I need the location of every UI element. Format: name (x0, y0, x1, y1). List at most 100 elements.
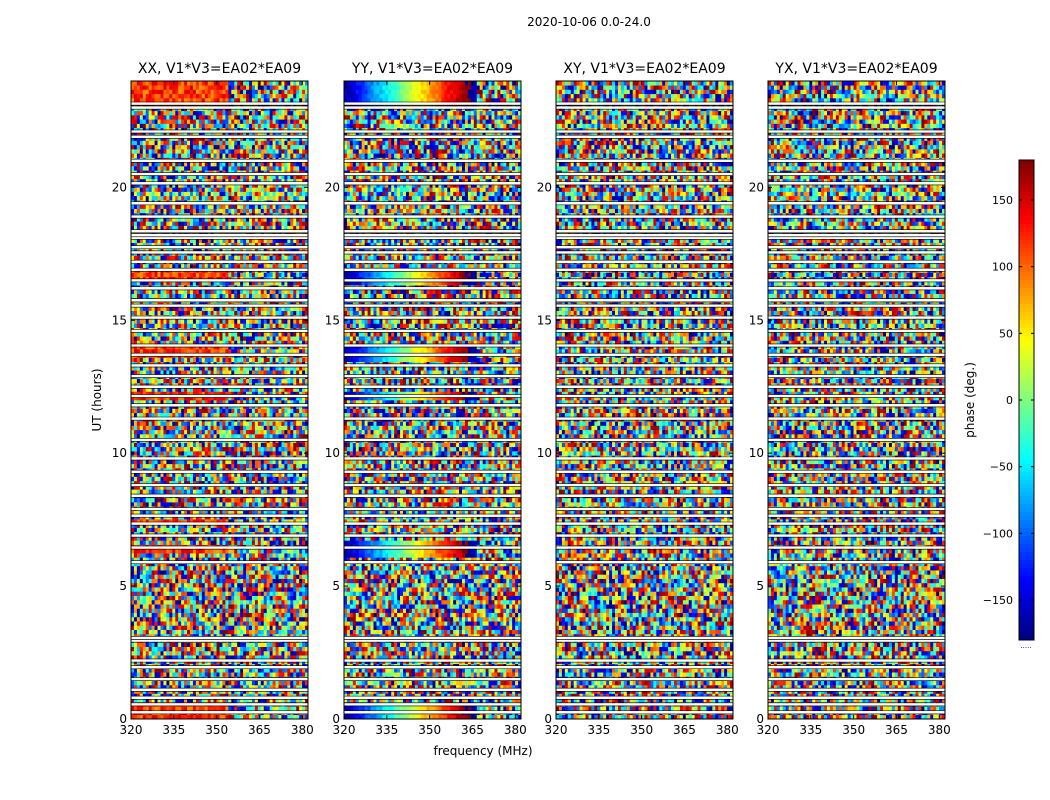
phase-cell (234, 630, 237, 635)
phase-cell (302, 651, 305, 656)
phase-cell (220, 706, 223, 711)
phase-cell (196, 642, 199, 647)
phase-cell (302, 642, 305, 647)
phase-cell (255, 647, 258, 652)
phase-cell (261, 651, 264, 656)
phase-cell (273, 706, 276, 711)
phase-cell (181, 681, 184, 686)
phase-cell (149, 651, 152, 656)
phase-cell (175, 642, 178, 647)
phase-cell (270, 642, 273, 647)
phase-cell (172, 630, 175, 635)
phase-cell (134, 672, 137, 677)
phase-cell (231, 642, 234, 647)
phase-cell (202, 647, 205, 652)
phase-cell (261, 625, 264, 630)
phase-cell (155, 630, 158, 635)
phase-cell (155, 681, 158, 686)
phase-cell (217, 681, 220, 686)
phase-cell (143, 647, 146, 652)
phase-cell (273, 672, 276, 677)
phase-cell (166, 642, 169, 647)
y-axis-label: UT (hours) (90, 368, 104, 431)
phase-cell (237, 706, 240, 711)
phase-cell (208, 642, 211, 647)
phase-cell (196, 681, 199, 686)
phase-cell (252, 681, 255, 686)
phase-cell (234, 625, 237, 630)
phase-cell (187, 642, 190, 647)
phase-cell (149, 630, 152, 635)
phase-cell (158, 625, 161, 630)
phase-cell (267, 625, 270, 630)
phase-cell (249, 681, 252, 686)
phase-cell (175, 706, 178, 711)
phase-cell (175, 681, 178, 686)
phase-cell (258, 625, 261, 630)
phase-cell (202, 681, 205, 686)
phase-cell (258, 651, 261, 656)
phase-cell (252, 706, 255, 711)
phase-cell (193, 681, 196, 686)
phase-cell (222, 625, 225, 630)
phase-cell (163, 672, 166, 677)
phase-cell (187, 681, 190, 686)
phase-cell (220, 642, 223, 647)
phase-cell (234, 642, 237, 647)
phase-cell (255, 672, 258, 677)
phase-cell (281, 625, 284, 630)
phase-cell (169, 651, 172, 656)
phase-cell (279, 625, 282, 630)
phase-cell (184, 625, 187, 630)
phase-cell (270, 681, 273, 686)
phase-cell (175, 651, 178, 656)
phase-cell (293, 681, 296, 686)
phase-cell (161, 681, 164, 686)
phase-cell (214, 625, 217, 630)
phase-cell (155, 651, 158, 656)
phase-cell (199, 706, 202, 711)
phase-cell (214, 681, 217, 686)
panel-title: XX, V1*V3=EA02*EA09 (138, 61, 301, 77)
phase-cell (205, 706, 208, 711)
phase-cell (202, 630, 205, 635)
phase-cell (276, 706, 279, 711)
phase-cell (193, 625, 196, 630)
phase-cell (208, 681, 211, 686)
phase-cell (178, 642, 181, 647)
phase-cell (155, 642, 158, 647)
phase-cell (255, 630, 258, 635)
x-axis-label: frequency (MHz) (433, 744, 532, 758)
phase-cell (196, 630, 199, 635)
phase-cell (134, 647, 137, 652)
phase-cell (199, 630, 202, 635)
phase-cell (267, 706, 270, 711)
phase-cell (184, 647, 187, 652)
phase-cell (166, 625, 169, 630)
phase-cell (143, 681, 146, 686)
phase-cell (158, 706, 161, 711)
phase-cell (252, 651, 255, 656)
phase-cell (217, 706, 220, 711)
phase-cell (184, 630, 187, 635)
phase-cell (234, 672, 237, 677)
phase-cell (190, 651, 193, 656)
phase-cell (211, 706, 214, 711)
phase-cell (199, 647, 202, 652)
phase-cell (175, 647, 178, 652)
phase-cell (222, 647, 225, 652)
phase-cell (284, 625, 287, 630)
phase-cell (287, 630, 290, 635)
phase-cell (287, 642, 290, 647)
phase-cell (246, 642, 249, 647)
phase-cell (205, 672, 208, 677)
phase-cell (214, 642, 217, 647)
phase-cell (169, 672, 172, 677)
phase-cell (231, 630, 234, 635)
phase-cell (249, 642, 252, 647)
phase-cell (261, 642, 264, 647)
phase-cell (161, 642, 164, 647)
phase-cell (273, 630, 276, 635)
phase-cell (222, 630, 225, 635)
phase-cell (205, 630, 208, 635)
